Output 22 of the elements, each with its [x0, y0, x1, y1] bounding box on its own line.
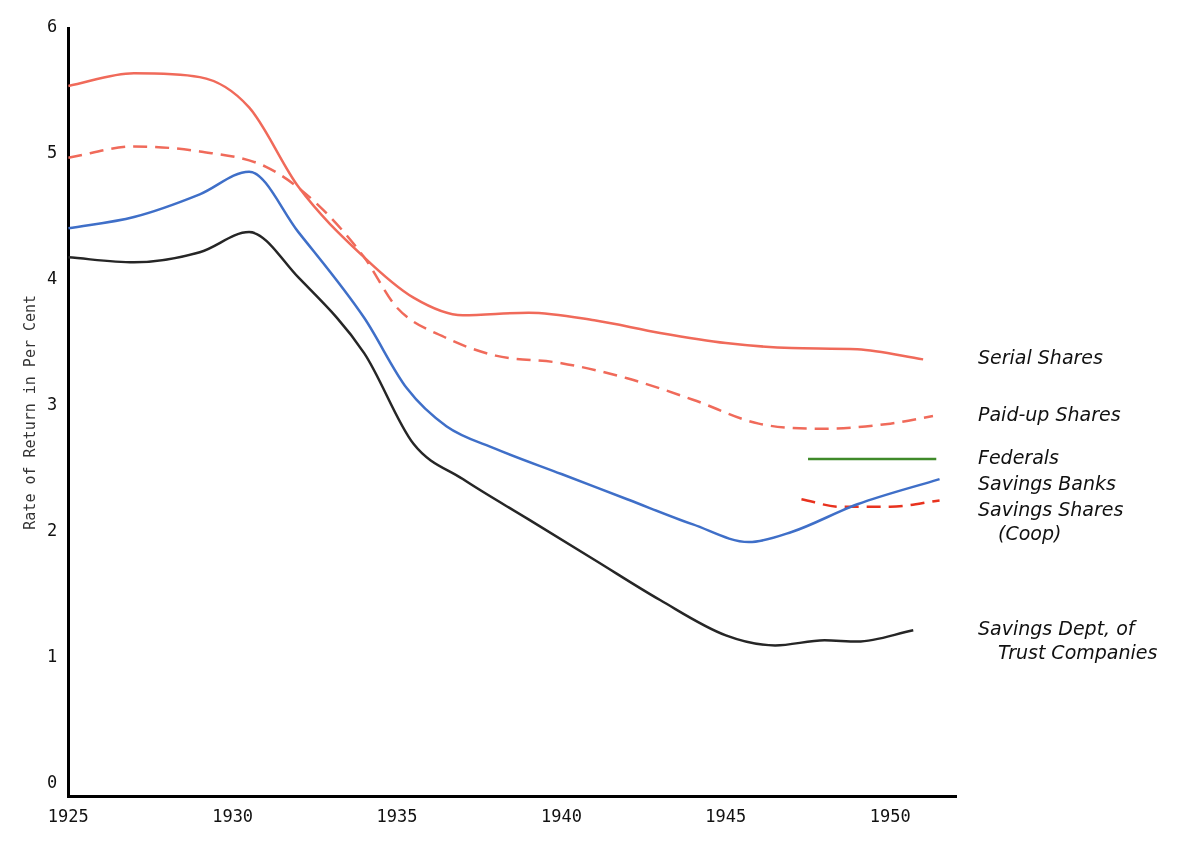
text: Savings Dept, of Trust Companies — [978, 617, 1158, 664]
text: Federals — [978, 445, 1060, 468]
y-tick-label: 4 — [46, 268, 58, 289]
line-series — [68, 230, 915, 647]
y-tick-label: 2 — [46, 520, 58, 541]
y-tick-label: 1 — [46, 646, 58, 667]
text: Savings Banks — [978, 471, 1116, 494]
text: Paid-up Shares — [978, 403, 1121, 426]
y-axis-title: Rate of Return in Per Cent — [20, 294, 39, 530]
line-series — [68, 170, 941, 544]
y-tick-label: 5 — [46, 142, 58, 163]
y-tick-label: 3 — [46, 394, 58, 415]
x-tick-label: 1925 — [47, 806, 89, 827]
x-tick-label: 1945 — [705, 806, 747, 827]
y-tick-label: 6 — [46, 16, 58, 37]
text: Serial Shares — [978, 346, 1104, 369]
y-tick-label: 0 — [46, 772, 58, 793]
x-tick-label: 1950 — [869, 806, 911, 827]
x-tick-label: 1930 — [212, 806, 254, 827]
x-tick-label: 1940 — [540, 806, 582, 827]
x-tick-label: 1935 — [376, 806, 418, 827]
text: Savings Shares (Coop) — [978, 497, 1124, 544]
